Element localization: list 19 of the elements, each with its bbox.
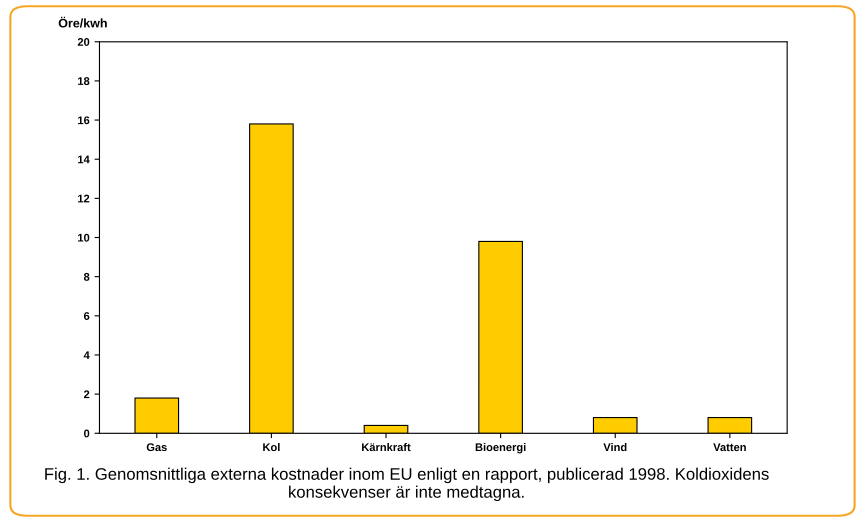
x-tick-label: Kol	[263, 442, 280, 452]
x-tick-label: Bioenergi	[476, 442, 526, 454]
y-tick-label: 2	[84, 390, 90, 398]
y-axis-title: Öre/kwh	[58, 16, 107, 28]
y-tick-label: 12	[78, 194, 90, 202]
x-tick-label: Vatten	[713, 443, 746, 452]
x-tick-label: Vind	[603, 442, 626, 452]
x-tick-label: Gas	[146, 443, 167, 452]
x-tick-label: Kärnkraft	[362, 442, 411, 452]
y-tick-label: 10	[78, 234, 90, 242]
y-tick-label: 6	[84, 312, 90, 320]
caption: Fig. 1. Genomsnittliga externa kostnader inom EU enligt en rapport, publicerad 1998. Koldioxidens konsekvenser är inte medtagna.	[45, 468, 769, 502]
y-tick-label: 8	[84, 272, 90, 281]
y-tick-label: 18	[78, 77, 90, 86]
y-tick-label: 0	[84, 430, 90, 438]
y-tick-label: 4	[84, 351, 90, 359]
y-tick-label: 14	[78, 156, 90, 164]
y-tick-label: 16	[78, 116, 90, 124]
y-tick-label: 20	[78, 38, 90, 46]
